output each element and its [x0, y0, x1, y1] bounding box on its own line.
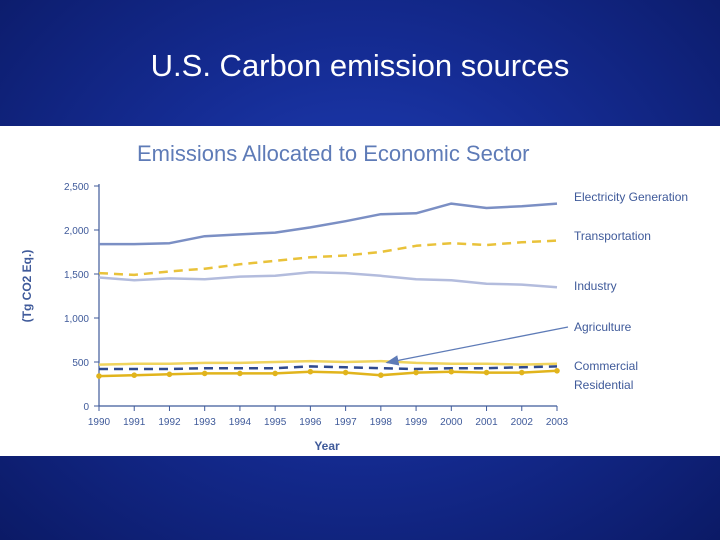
series-label-commercial: Commercial — [574, 359, 638, 373]
data-point-residential — [518, 369, 525, 376]
x-tick-label: 1998 — [370, 417, 393, 428]
x-tick-label: 1995 — [264, 417, 287, 428]
y-tick-label: 500 — [72, 358, 89, 369]
y-axis-label: (Tg CO2 Eq.) — [20, 250, 34, 323]
data-point-residential — [483, 369, 490, 376]
y-tick-label: 2,000 — [64, 226, 89, 237]
data-point-residential — [554, 368, 560, 374]
data-point-residential — [131, 372, 138, 378]
x-axis-label: Year — [314, 439, 340, 453]
data-point-residential — [342, 369, 349, 376]
series-line-residential — [98, 369, 558, 378]
x-tick-label: 2000 — [440, 417, 463, 428]
series-line-electricity-generation — [99, 202, 558, 246]
data-point-residential — [96, 373, 102, 379]
data-point-residential — [307, 368, 314, 375]
x-tick-label: 1992 — [158, 417, 181, 428]
agriculture-annotation-arrow — [385, 326, 569, 366]
x-tick-label: 1990 — [88, 417, 111, 428]
x-tick-label: 1991 — [123, 417, 146, 428]
y-tick-label: 2,500 — [64, 182, 89, 193]
series-label-transportation: Transportation — [574, 229, 651, 243]
y-tick-label: 1,000 — [64, 314, 89, 325]
data-point-residential — [201, 370, 208, 377]
x-tick-label: 1999 — [405, 417, 428, 428]
x-tick-label: 1994 — [229, 417, 252, 428]
x-tick-label: 2001 — [475, 417, 498, 428]
series-line-transportation — [98, 239, 558, 277]
line-chart: Emissions Allocated to Economic Sector Y… — [20, 141, 688, 453]
series-label-industry: Industry — [574, 279, 617, 293]
series-label-agriculture: Agriculture — [574, 320, 632, 334]
y-tick-label: 0 — [83, 402, 89, 413]
x-tick-label: 1996 — [299, 417, 322, 428]
x-tick-label: 1993 — [194, 417, 217, 428]
data-point-residential — [448, 368, 455, 375]
y-tick-label: 1,500 — [64, 270, 89, 281]
series-line-agriculture — [99, 365, 558, 371]
chart-panel: Emissions Allocated to Economic Sector Y… — [0, 126, 720, 456]
data-point-residential — [272, 370, 278, 377]
data-point-residential — [378, 372, 384, 378]
x-tick-label: 2003 — [546, 417, 569, 428]
data-point-residential — [413, 369, 419, 376]
series-label-electricity-generation: Electricity Generation — [574, 190, 688, 204]
x-tick-label: 2002 — [511, 417, 534, 428]
series-label-residential: Residential — [574, 378, 633, 392]
data-point-residential — [237, 370, 243, 377]
series-line-industry — [98, 270, 558, 289]
series-line-commercial — [98, 359, 558, 366]
data-point-residential — [166, 371, 173, 378]
x-tick-label: 1997 — [334, 417, 357, 428]
chart-title: Emissions Allocated to Economic Sector — [137, 141, 530, 166]
slide-title: U.S. Carbon emission sources — [150, 48, 570, 83]
